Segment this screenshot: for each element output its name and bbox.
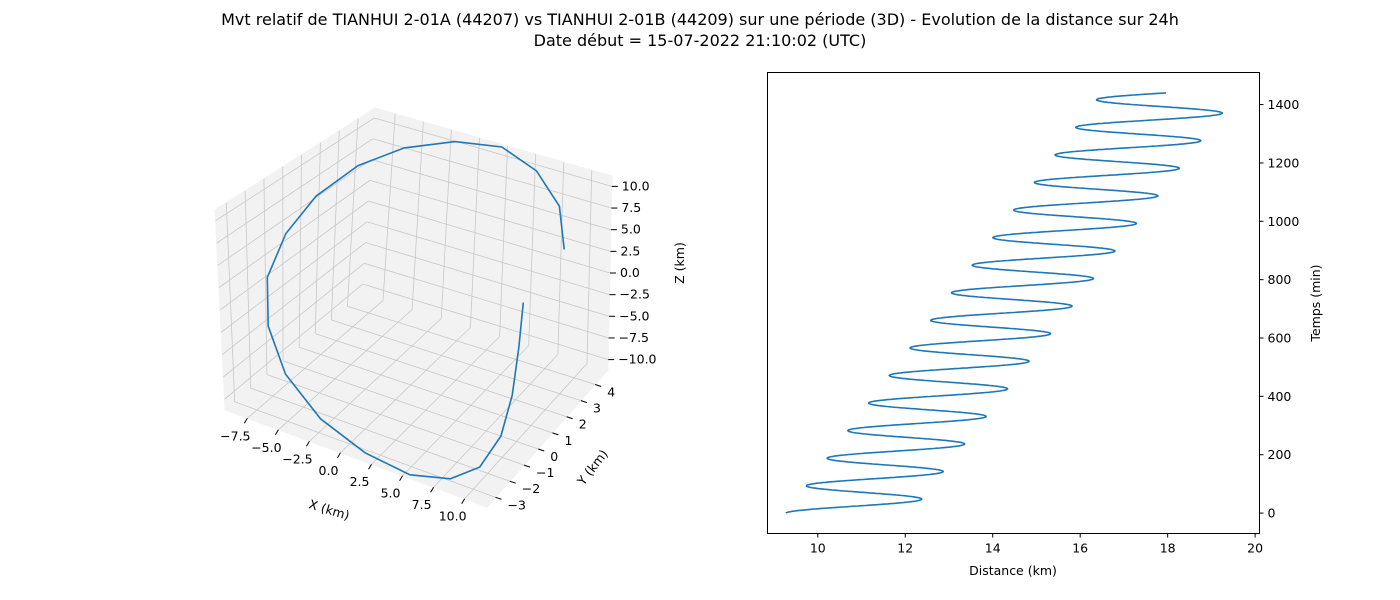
grid-line <box>278 309 413 431</box>
x-tick-label: −5.0 <box>251 440 281 455</box>
x-tick-label: 7.5 <box>412 497 432 512</box>
grid-line <box>247 300 384 419</box>
y-axis-label: Y (km) <box>573 447 611 489</box>
grid-line <box>464 363 588 499</box>
grid-line <box>374 117 612 187</box>
grid-line <box>372 138 612 209</box>
grid-line <box>340 327 471 454</box>
tick-mark <box>243 418 248 424</box>
grid-line <box>216 138 374 244</box>
x-tick-label: 5.0 <box>381 486 401 501</box>
grid-line <box>224 283 363 400</box>
z-tick-label: −7.5 <box>619 330 649 345</box>
grid-line <box>371 336 500 465</box>
grid-line <box>371 159 612 231</box>
grid-line <box>369 179 611 252</box>
tick-mark <box>566 416 573 420</box>
trajectory-line <box>266 140 565 480</box>
x-tick-label: −2.5 <box>282 451 312 466</box>
grid-line <box>331 319 582 402</box>
tick-mark <box>523 464 531 468</box>
grid-line <box>315 333 567 418</box>
chart-title: Mvt relatif de TIANHUI 2-01A (44207) vs … <box>221 10 1179 29</box>
grid-line <box>366 221 610 296</box>
grid-line <box>266 374 525 466</box>
grid-lines <box>215 113 612 499</box>
z-axis-label: Z (km) <box>672 242 687 284</box>
y-tick-label: 0 <box>550 449 558 464</box>
tick-mark <box>399 475 403 481</box>
tick-mark <box>306 441 310 447</box>
grid-line <box>215 117 375 222</box>
grid-line <box>282 360 539 450</box>
y-tick-label: 3 <box>593 401 601 416</box>
x-tick-label: −7.5 <box>220 428 250 443</box>
grid-line <box>368 200 611 274</box>
grid-line <box>217 159 372 266</box>
z-tick-label: −5.0 <box>619 308 649 323</box>
z-tick-label: −2.5 <box>620 287 650 302</box>
y-tick-label: 1 <box>564 433 572 448</box>
tick-mark <box>552 432 559 436</box>
axis-ticks: −7.5−5.0−2.50.02.55.07.510.0−3−2−101234−… <box>220 178 656 523</box>
y-tick-label: −1 <box>536 465 554 480</box>
tick-mark <box>580 400 588 404</box>
z-tick-label: 0.0 <box>620 265 640 280</box>
grid-line <box>250 387 510 482</box>
y-tick-label: 2 <box>579 417 587 432</box>
grid-line <box>218 179 371 289</box>
grid-line <box>433 354 559 488</box>
grid-line <box>309 318 442 442</box>
x-tick-label: 0.0 <box>319 463 339 478</box>
tick-mark <box>595 384 602 387</box>
grid-line <box>299 346 553 434</box>
tick-mark <box>538 448 545 452</box>
x-tick-label: 2.5 <box>350 474 370 489</box>
pane-z-min <box>224 293 609 508</box>
grid-line <box>221 242 366 355</box>
x-tick-label: 10.0 <box>439 509 467 524</box>
chart-subtitle: Date début = 15-07-2022 21:10:02 (UTC) <box>533 31 867 50</box>
z-tick-label: 5.0 <box>621 222 641 237</box>
tick-mark <box>495 496 502 500</box>
grid-line <box>364 262 609 339</box>
tick-mark <box>461 498 466 504</box>
pane-floor <box>224 293 609 508</box>
grid-line <box>365 242 610 317</box>
tick-mark <box>509 480 516 484</box>
x-axis-label: X (km) <box>307 496 351 523</box>
z-tick-label: 7.5 <box>621 200 641 215</box>
grid-line <box>219 200 369 311</box>
z-tick-label: −10.0 <box>618 352 656 367</box>
y-tick-label: −3 <box>508 497 526 512</box>
grid-line <box>220 221 368 333</box>
y-tick-label: −2 <box>522 481 540 496</box>
grid-line <box>223 262 365 378</box>
tick-mark <box>337 452 341 459</box>
grid-line <box>362 283 609 360</box>
grid-line <box>347 305 596 385</box>
tick-mark <box>274 429 279 436</box>
grid-line <box>234 401 496 498</box>
z-tick-label: 2.5 <box>620 243 640 258</box>
y-tick-label: 4 <box>607 385 615 400</box>
z-tick-label: 10.0 <box>622 178 650 193</box>
tick-mark <box>430 486 435 493</box>
tick-mark <box>368 463 372 470</box>
grid-line <box>402 345 530 477</box>
